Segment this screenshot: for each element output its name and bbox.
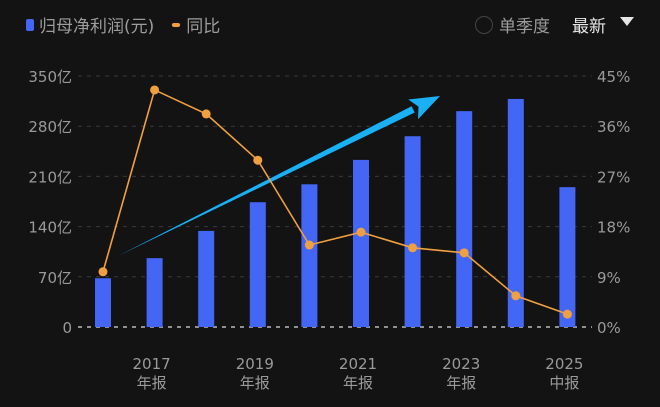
yoy-point-2021年报 — [356, 227, 366, 237]
bar-2023年报 — [456, 111, 473, 327]
y-left-tick-label: 280亿 — [28, 118, 72, 136]
yoy-line — [102, 88, 568, 315]
x-tick-year: 2023 — [442, 355, 480, 373]
x-tick-period: 年报 — [343, 374, 373, 392]
line-legend-swatch — [172, 22, 181, 27]
yoy-point-2020年报 — [304, 240, 314, 250]
y-left-tick-label: 0 — [62, 319, 72, 337]
x-tick-period: 中报 — [549, 374, 579, 392]
bar-2016年报 — [95, 278, 111, 327]
bar-2024年报 — [507, 98, 524, 327]
single-quarter-label[interactable]: 单季度 — [499, 17, 550, 37]
bar-2021年报 — [353, 159, 369, 327]
yoy-point-2018年报 — [201, 109, 211, 119]
yoy-point-2017年报 — [150, 85, 160, 95]
bar-legend-swatch — [26, 18, 34, 31]
bar-2017年报 — [146, 258, 163, 327]
y-right-tick-label: 36% — [597, 118, 630, 136]
latest-select[interactable]: 最新 — [572, 17, 606, 37]
x-tick-period: 年报 — [137, 374, 167, 392]
yoy-point-2016年报 — [98, 267, 108, 277]
yoy-point-2023年报 — [459, 248, 469, 258]
yoy-point-2022年报 — [408, 243, 418, 253]
x-tick-year: 2021 — [339, 355, 377, 373]
y-right-tick-label: 27% — [597, 168, 630, 186]
y-right-tick-label: 0% — [597, 319, 621, 337]
x-tick-period: 年报 — [446, 374, 476, 392]
y-left-tick-label: 140亿 — [28, 219, 72, 237]
bar-2025中报 — [559, 187, 576, 327]
legend: 归母净利润(元) 同比 — [26, 12, 220, 37]
yoy-point-2019年报 — [253, 155, 263, 165]
line-legend-label: 同比 — [186, 17, 221, 37]
y-left-tick-label: 210亿 — [28, 168, 72, 186]
bar-2020年报 — [301, 184, 318, 327]
triangle-down-icon[interactable] — [620, 17, 634, 26]
y-right-tick-label: 45% — [597, 68, 630, 86]
yoy-point-2024年报 — [511, 291, 521, 301]
yoy-point-2025中报 — [562, 309, 572, 319]
trend-arrow-shaft — [118, 106, 415, 256]
chart-controls: 单季度 最新 — [475, 12, 634, 37]
x-tick-year: 2017 — [133, 355, 171, 373]
bar-2019年报 — [249, 202, 266, 327]
bar-legend-label: 归母净利润(元) — [39, 17, 155, 37]
x-tick-year: 2019 — [236, 355, 274, 373]
y-right-tick-label: 18% — [597, 219, 630, 237]
x-tick-year: 2025 — [545, 355, 583, 373]
trend-arrow-head — [408, 96, 440, 120]
bar-2022年报 — [404, 136, 421, 327]
single-quarter-radio[interactable] — [475, 15, 493, 34]
y-left-tick-label: 70亿 — [38, 269, 72, 287]
y-right-tick-label: 9% — [597, 269, 621, 287]
bar-2018年报 — [198, 230, 215, 327]
x-tick-period: 年报 — [240, 374, 270, 392]
y-left-tick-label: 350亿 — [28, 68, 72, 86]
